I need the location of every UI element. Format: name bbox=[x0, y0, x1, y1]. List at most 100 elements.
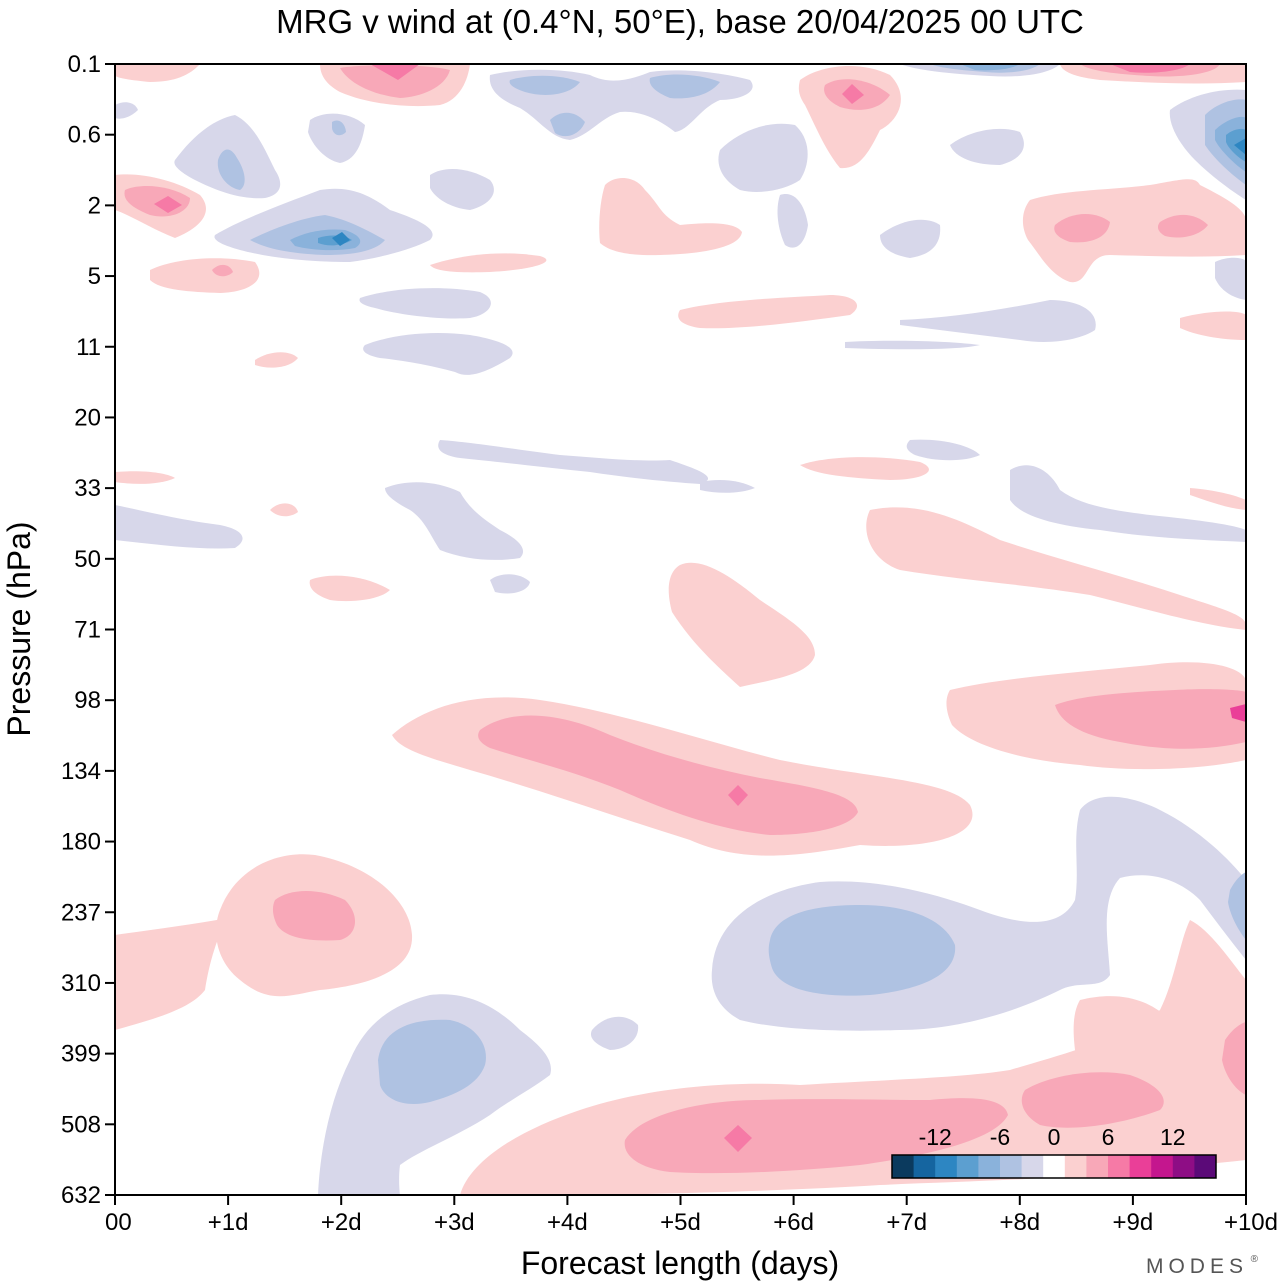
contour-negative-33 bbox=[385, 482, 524, 560]
contour-positive-strat-11 bbox=[1180, 311, 1246, 340]
x-axis-label: Forecast length (days) bbox=[521, 1245, 839, 1281]
x-tick-label: +1d bbox=[208, 1209, 249, 1236]
colorbar-swatch bbox=[1086, 1155, 1109, 1178]
x-tick-label: +5d bbox=[660, 1209, 701, 1236]
x-tick-label: +2d bbox=[321, 1209, 362, 1236]
contour-negative-peak-0.6-east-core bbox=[1234, 138, 1246, 155]
contour-negative-7 bbox=[359, 288, 491, 319]
contour-positive-strat-6 bbox=[599, 178, 742, 256]
contour-positive-strat-8 bbox=[150, 258, 260, 293]
contour-positive-peak-strat-3 bbox=[154, 196, 182, 213]
y-tick-label: 98 bbox=[74, 687, 101, 714]
contour-negative-33-east bbox=[1010, 465, 1246, 542]
modes-logo: MODES bbox=[1146, 1255, 1248, 1278]
x-tick-label: +7d bbox=[886, 1209, 927, 1236]
contour-positive-peak-strat-2 bbox=[842, 84, 864, 104]
contour-negative-50-left bbox=[115, 505, 243, 549]
contour-negative-0.5-left bbox=[115, 102, 138, 119]
contour-negative-core-0.2 bbox=[509, 75, 580, 95]
contour-negative-50-mid bbox=[490, 574, 530, 594]
y-tick-label: 5 bbox=[88, 263, 101, 290]
contour-positive-strat-7 bbox=[1022, 179, 1246, 283]
contour-negative-core-270-east bbox=[1228, 872, 1246, 940]
contour-positive-strat-9 bbox=[430, 253, 547, 273]
x-tick-label: +8d bbox=[999, 1209, 1040, 1236]
colorbar-swatch bbox=[935, 1155, 958, 1178]
y-tick-label: 0.1 bbox=[68, 51, 101, 78]
x-tick-label: 00 bbox=[105, 1209, 132, 1236]
contour-positive-core-strat-4 bbox=[1054, 214, 1110, 243]
contour-positive-strat-12 bbox=[255, 352, 298, 368]
contour-positive-300-east bbox=[1073, 996, 1174, 1096]
y-tick-label: 399 bbox=[61, 1041, 101, 1068]
x-tick-label: +3d bbox=[434, 1209, 475, 1236]
contour-positive-peak-strat-4 bbox=[1110, 64, 1190, 73]
colorbar: -12 -6 0 6 12 bbox=[891, 1124, 1217, 1179]
y-tick-label: 20 bbox=[74, 404, 101, 431]
y-tick-label: 0.6 bbox=[68, 122, 101, 149]
contour-positive-core-237 bbox=[272, 891, 356, 941]
contour-negative-33-small bbox=[700, 480, 755, 493]
y-tick-label: 180 bbox=[61, 829, 101, 856]
contour-negative-4 bbox=[880, 219, 941, 258]
contour-positive-left-300 bbox=[115, 918, 228, 1030]
contour-negative-5-east bbox=[1215, 257, 1246, 300]
contour-negative-core-450 bbox=[378, 1019, 486, 1105]
contour-negative-0.8-east bbox=[950, 128, 1024, 165]
contour-negative-20-east bbox=[906, 439, 980, 461]
contour-field bbox=[115, 64, 1246, 1195]
contour-negative-2 bbox=[430, 168, 494, 210]
contour-negative-core-0.25 bbox=[649, 74, 720, 99]
y-tick-label: 71 bbox=[74, 617, 101, 644]
x-axis: 00 +1d +2d +3d +4d +5d +6d +7d +8d +9d +10d bbox=[105, 1195, 1278, 1236]
colorbar-swatch bbox=[1108, 1155, 1131, 1178]
modes-logo-registered: ® bbox=[1251, 1254, 1259, 1265]
y-tick-label: 632 bbox=[61, 1182, 101, 1209]
y-tick-label: 508 bbox=[61, 1111, 101, 1138]
contour-positive-core-strat-5 bbox=[1157, 214, 1208, 238]
y-axis-label: Pressure (hPa) bbox=[1, 521, 37, 736]
x-tick-label: +9d bbox=[1113, 1209, 1154, 1236]
y-tick-label: 11 bbox=[76, 334, 101, 361]
contour-positive-core-480-east bbox=[1021, 1072, 1164, 1128]
contour-positive-strat-1 bbox=[115, 64, 200, 82]
colorbar-swatch bbox=[956, 1155, 979, 1178]
contour-negative-core-1 bbox=[217, 149, 245, 190]
colorbar-swatch bbox=[1151, 1155, 1174, 1178]
contour-negative-0.6-right bbox=[718, 123, 808, 192]
colorbar-label: 6 bbox=[1102, 1124, 1115, 1150]
colorbar-swatch bbox=[1043, 1155, 1066, 1178]
contour-negative-peak-0.1-east bbox=[960, 64, 1020, 71]
colorbar-swatch bbox=[1000, 1155, 1023, 1178]
x-tick-label: +6d bbox=[773, 1209, 814, 1236]
contour-positive-strat-10 bbox=[678, 295, 858, 329]
contour-negative-core-0.4 bbox=[550, 112, 585, 137]
contour-negative-core-310 bbox=[768, 905, 956, 996]
colorbar-swatch bbox=[913, 1155, 936, 1178]
contour-negative-11-east bbox=[900, 300, 1096, 342]
contour-positive-peak-560 bbox=[724, 1125, 752, 1152]
colorbar-swatch bbox=[1064, 1155, 1087, 1178]
colorbar-swatch bbox=[1194, 1155, 1217, 1178]
contour-positive-strat-14 bbox=[309, 575, 390, 602]
colorbar-swatch bbox=[892, 1155, 915, 1178]
contour-positive-core-98-east bbox=[1055, 689, 1246, 749]
colorbar-swatch bbox=[1021, 1155, 1044, 1178]
contour-positive-71 bbox=[668, 562, 815, 687]
contour-positive-strat-16 bbox=[115, 471, 175, 484]
contour-negative-peak-3-core bbox=[332, 232, 350, 246]
x-tick-label: +4d bbox=[547, 1209, 588, 1236]
contour-positive-peak-98-east bbox=[1230, 704, 1246, 722]
colorbar-swatch bbox=[1129, 1155, 1152, 1178]
y-tick-label: 50 bbox=[74, 546, 101, 573]
contour-positive-core-strat-7 bbox=[212, 264, 233, 277]
y-tick-label: 237 bbox=[61, 899, 101, 926]
contour-positive-core-134 bbox=[478, 715, 858, 835]
contour-positive-core-strat-1 bbox=[340, 65, 450, 98]
contour-positive-strat-13 bbox=[800, 457, 929, 480]
colorbar-label: 12 bbox=[1160, 1124, 1186, 1150]
colorbar-swatch bbox=[1172, 1155, 1195, 1178]
y-tick-label: 33 bbox=[74, 475, 101, 502]
contour-positive-strat-15 bbox=[270, 503, 298, 517]
